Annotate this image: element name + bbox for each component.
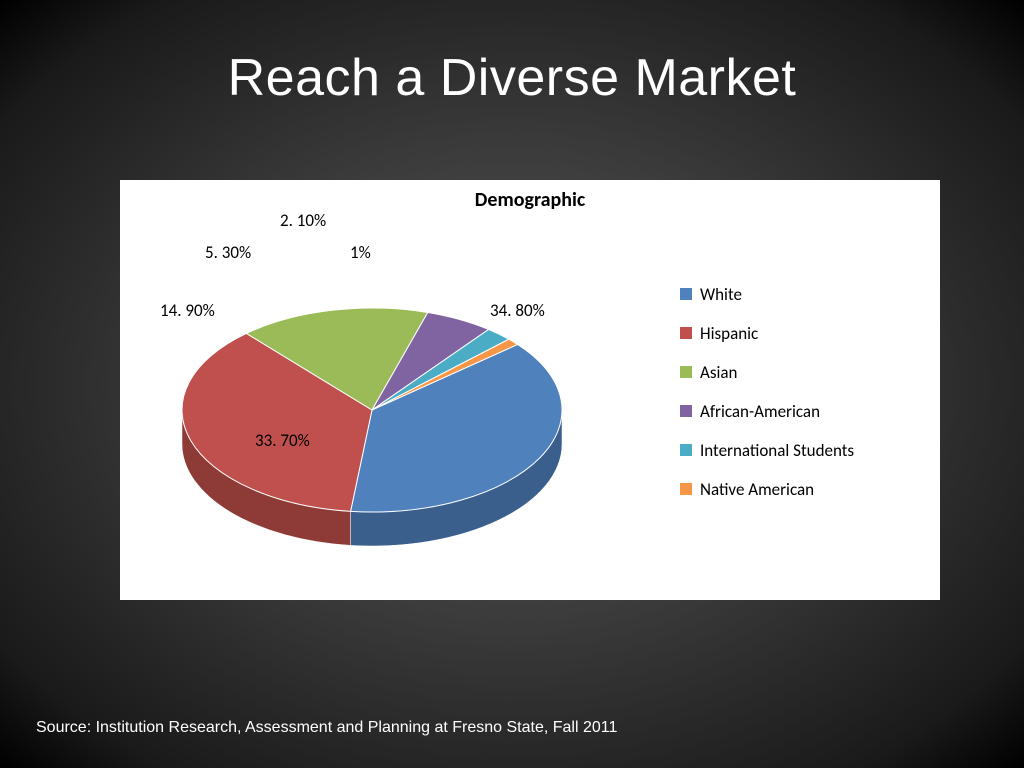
legend-swatch [680, 483, 692, 495]
legend-swatch [680, 288, 692, 300]
legend-label: White [700, 284, 742, 305]
pie-data-label: 33. 70% [255, 430, 310, 451]
source-citation: Source: Institution Research, Assessment… [36, 718, 617, 738]
pie-data-label: 1% [350, 242, 371, 263]
legend-swatch [680, 444, 692, 456]
legend-label: African-American [700, 401, 820, 422]
legend-swatch [680, 366, 692, 378]
legend-swatch [680, 327, 692, 339]
legend-swatch [680, 405, 692, 417]
pie-data-label: 2. 10% [280, 210, 326, 231]
legend-item: Hispanic [680, 319, 854, 347]
pie-data-label: 5. 30% [205, 242, 251, 263]
pie-data-label: 34. 80% [490, 300, 545, 321]
legend-item: African-American [680, 397, 854, 425]
chart-legend: White Hispanic Asian African-American Intern… [680, 280, 854, 503]
pie-chart-panel: Demographic 34. 80%33. 70%14. 90%5. 30%2… [120, 180, 940, 600]
pie-data-label: 14. 90% [160, 300, 215, 321]
slide-title: Reach a Diverse Market [0, 48, 1024, 108]
legend-label: International Students [700, 440, 854, 461]
legend-item: International Students [680, 436, 854, 464]
legend-label: Hispanic [700, 323, 758, 344]
legend-item: Asian [680, 358, 854, 386]
legend-label: Asian [700, 362, 737, 383]
legend-label: Native American [700, 479, 814, 500]
legend-item: Native American [680, 475, 854, 503]
legend-item: White [680, 280, 854, 308]
